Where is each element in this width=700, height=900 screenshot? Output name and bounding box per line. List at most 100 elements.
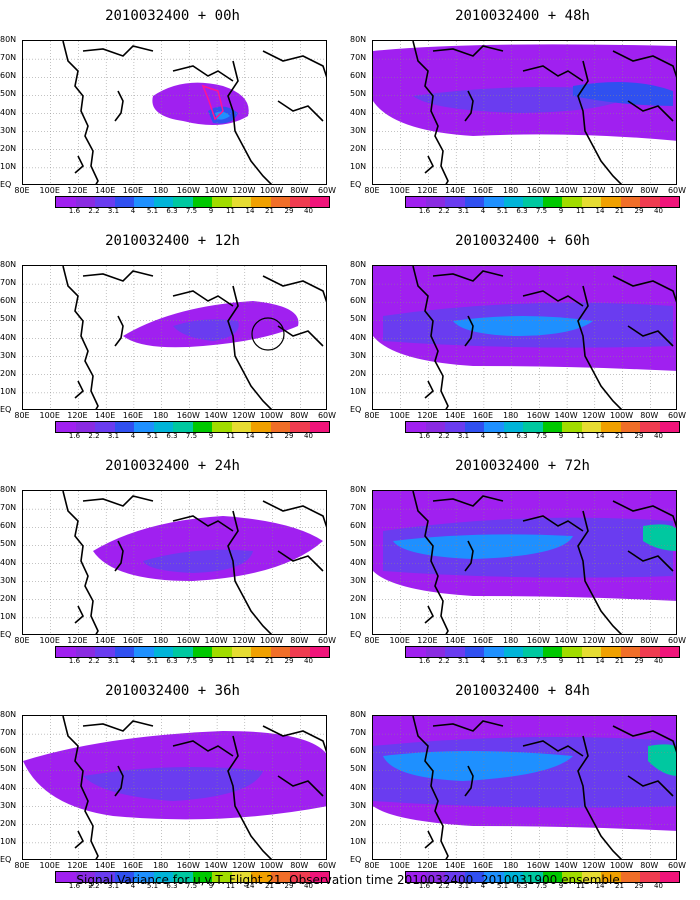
lon-label: 180: [502, 186, 519, 195]
lat-label: 50N: [350, 314, 367, 324]
colorbar-label: 9: [558, 882, 564, 890]
lon-label: 160E: [472, 186, 494, 195]
colorbar-swatch: [173, 647, 193, 657]
lon-label: 80E: [14, 861, 30, 870]
lon-label: 60W: [317, 636, 337, 645]
colorbar-swatch: [542, 647, 562, 657]
colorbar-swatch: [212, 197, 232, 207]
coastline: [577, 735, 623, 859]
colorbar-swatch: [231, 422, 251, 432]
coastline: [172, 65, 234, 82]
colorbar-swatch: [601, 647, 621, 657]
colorbar-label: 4: [480, 207, 486, 215]
lat-label: 10N: [350, 836, 367, 846]
colorbar-swatch: [503, 197, 523, 207]
colorbar-swatch: [309, 647, 329, 657]
colorbar: [55, 421, 330, 433]
lat-label: 80N: [0, 485, 17, 494]
lat-label: 40N: [350, 557, 367, 567]
coastline: [464, 90, 474, 122]
coastline: [227, 735, 273, 859]
colorbar-label: 9: [208, 882, 214, 890]
lat-label: 10N: [350, 161, 367, 171]
map-panel-p36: 2010032400 + 36h 80N 70N 60N 50N 40N 30N 20N 10N…: [0, 675, 345, 890]
lon-label: 60W: [667, 636, 687, 645]
colorbar-swatch: [153, 872, 173, 882]
colorbar-swatch: [251, 647, 271, 657]
colorbar-label: 29: [634, 882, 644, 890]
lat-label: 70N: [350, 53, 367, 63]
colorbar-swatch: [542, 872, 562, 882]
lat-label: 30N: [0, 125, 17, 135]
colorbar-label: 4: [130, 432, 136, 440]
colorbar-label: 3.1: [107, 882, 120, 890]
lon-label: 140W: [554, 411, 578, 420]
lat-label: 60N: [0, 521, 17, 531]
lon-label: 80E: [14, 186, 30, 195]
colorbar-swatch: [620, 647, 640, 657]
colorbar-swatch: [503, 422, 523, 432]
colorbar-swatch: [523, 872, 543, 882]
colorbar-swatch: [425, 422, 445, 432]
map-svg: [373, 491, 676, 634]
lon-label: 180: [152, 411, 169, 420]
colorbar-label: 40: [654, 882, 663, 890]
lon-label: 120E: [67, 411, 88, 420]
colorbar: [405, 646, 680, 658]
colorbar-label: 5.1: [496, 432, 509, 440]
lat-label: EQ: [0, 855, 12, 864]
coastline: [114, 540, 124, 572]
colorbar-swatch: [503, 647, 523, 657]
colorbar-swatch: [309, 872, 329, 882]
colorbar-label: 40: [654, 207, 663, 215]
colorbar: [405, 421, 680, 433]
lat-label: EQ: [0, 630, 12, 639]
lat-label: 10N: [350, 386, 367, 396]
lon-label: 140E: [445, 861, 466, 870]
colorbar-label: 40: [304, 882, 313, 890]
lon-label: 80E: [14, 411, 30, 420]
colorbar-label: 7.5: [535, 882, 548, 890]
colorbar-label: 21: [265, 432, 274, 440]
colorbar-swatch: [56, 647, 76, 657]
lon-label: 100E: [39, 636, 60, 645]
colorbar-swatch: [75, 422, 95, 432]
map-panel-p84: 2010032400 + 84h 80N 70N 60N 50N 40N 30N 20N 10N…: [350, 675, 695, 890]
colorbar-swatch: [270, 197, 290, 207]
lat-label: 70N: [350, 503, 367, 513]
panel-title: 2010032400 + 48h: [455, 8, 590, 24]
lat-label: 30N: [0, 800, 17, 810]
colorbar-label: 6.3: [166, 432, 178, 440]
lon-label: 140W: [204, 186, 228, 195]
map-svg: [23, 491, 326, 634]
lat-label: 40N: [350, 332, 367, 342]
colorbar-label: 14: [595, 882, 605, 890]
colorbar-label: 11: [576, 432, 585, 440]
lat-label: 10N: [0, 386, 17, 396]
lon-label: 80E: [14, 636, 30, 645]
coastline: [277, 325, 324, 347]
lon-label: 180: [152, 186, 169, 195]
lat-label: 70N: [350, 728, 367, 738]
lat-label: 50N: [0, 539, 17, 549]
map-svg: [373, 716, 676, 859]
colorbar-swatch: [212, 872, 232, 882]
lon-label: 120E: [67, 636, 88, 645]
lat-label: 10N: [0, 611, 17, 621]
colorbar-label: 29: [634, 432, 644, 440]
lat-label: 40N: [0, 107, 17, 117]
lon-label: 160W: [176, 636, 200, 645]
lon-label: 80E: [364, 861, 380, 870]
colorbar-swatch: [601, 872, 621, 882]
lat-label: 50N: [350, 89, 367, 99]
colorbar-swatch: [425, 647, 445, 657]
coastline: [627, 775, 674, 797]
lon-label: 120W: [582, 636, 606, 645]
lon-label: 80W: [640, 861, 659, 870]
colorbar-label: 4: [130, 882, 136, 890]
lon-label: 160E: [122, 636, 144, 645]
colorbar-swatch: [562, 647, 582, 657]
colorbar-swatch: [562, 872, 582, 882]
colorbar-swatch: [640, 872, 660, 882]
colorbar-label: 4: [480, 432, 486, 440]
